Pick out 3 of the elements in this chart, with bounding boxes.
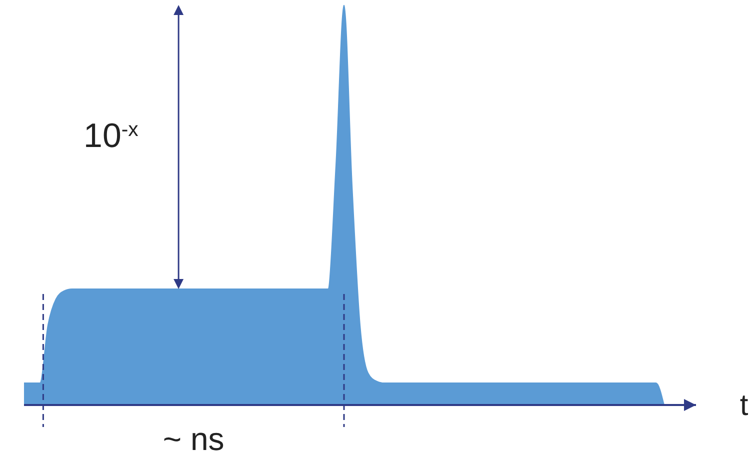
annotation: 10$^{-x}$ — [84, 117, 138, 155]
x-axis-title: t — [740, 389, 749, 422]
text: ~ ns — [162, 421, 224, 457]
